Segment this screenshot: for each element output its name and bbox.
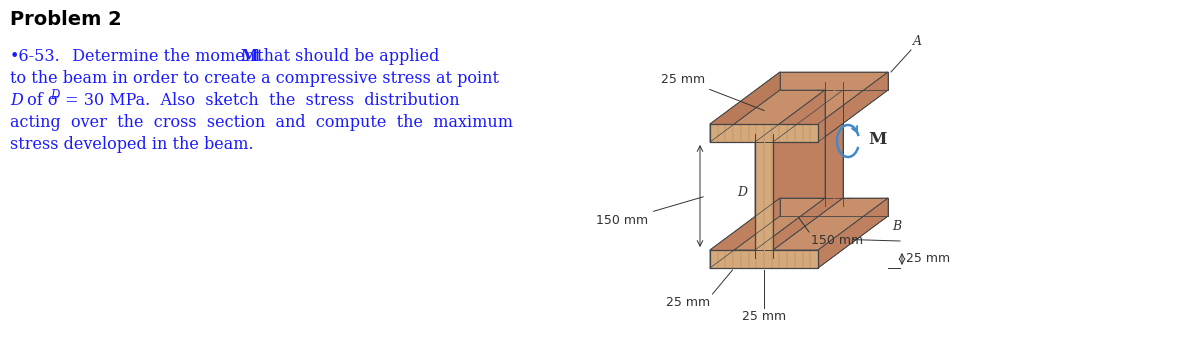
Polygon shape — [818, 198, 888, 268]
Text: M: M — [240, 48, 258, 65]
Polygon shape — [710, 198, 780, 268]
Polygon shape — [710, 72, 888, 124]
Polygon shape — [710, 72, 780, 142]
Polygon shape — [755, 90, 826, 250]
Polygon shape — [818, 72, 888, 142]
Text: = 30 MPa.  Also  sketch  the  stress  distribution: = 30 MPa. Also sketch the stress distrib… — [60, 92, 460, 109]
Text: that should be applied: that should be applied — [252, 48, 439, 65]
Text: A: A — [913, 35, 922, 48]
Text: M: M — [868, 130, 887, 147]
Text: 25 mm: 25 mm — [742, 310, 786, 323]
Text: B: B — [892, 220, 901, 233]
Polygon shape — [773, 90, 888, 142]
Text: •6-53.: •6-53. — [10, 48, 61, 65]
Polygon shape — [773, 90, 842, 250]
Text: 25 mm: 25 mm — [661, 73, 764, 110]
Text: 25 mm: 25 mm — [906, 252, 950, 265]
Text: D: D — [50, 89, 59, 102]
Text: Determine the moment: Determine the moment — [62, 48, 266, 65]
Text: acting  over  the  cross  section  and  compute  the  maximum: acting over the cross section and comput… — [10, 114, 514, 131]
Polygon shape — [773, 198, 888, 250]
Polygon shape — [780, 72, 888, 216]
Polygon shape — [710, 124, 818, 268]
Polygon shape — [710, 198, 826, 250]
Text: D: D — [10, 92, 23, 109]
Text: D: D — [737, 187, 746, 200]
Text: stress developed in the beam.: stress developed in the beam. — [10, 136, 253, 153]
Text: of σ: of σ — [22, 92, 59, 109]
Text: Problem 2: Problem 2 — [10, 10, 121, 29]
Text: 25 mm: 25 mm — [666, 296, 710, 309]
Text: 150 mm: 150 mm — [811, 234, 863, 247]
Polygon shape — [710, 216, 888, 268]
Polygon shape — [710, 90, 826, 142]
Text: to the beam in order to create a compressive stress at point: to the beam in order to create a compres… — [10, 70, 499, 87]
Text: 150 mm: 150 mm — [596, 197, 703, 227]
